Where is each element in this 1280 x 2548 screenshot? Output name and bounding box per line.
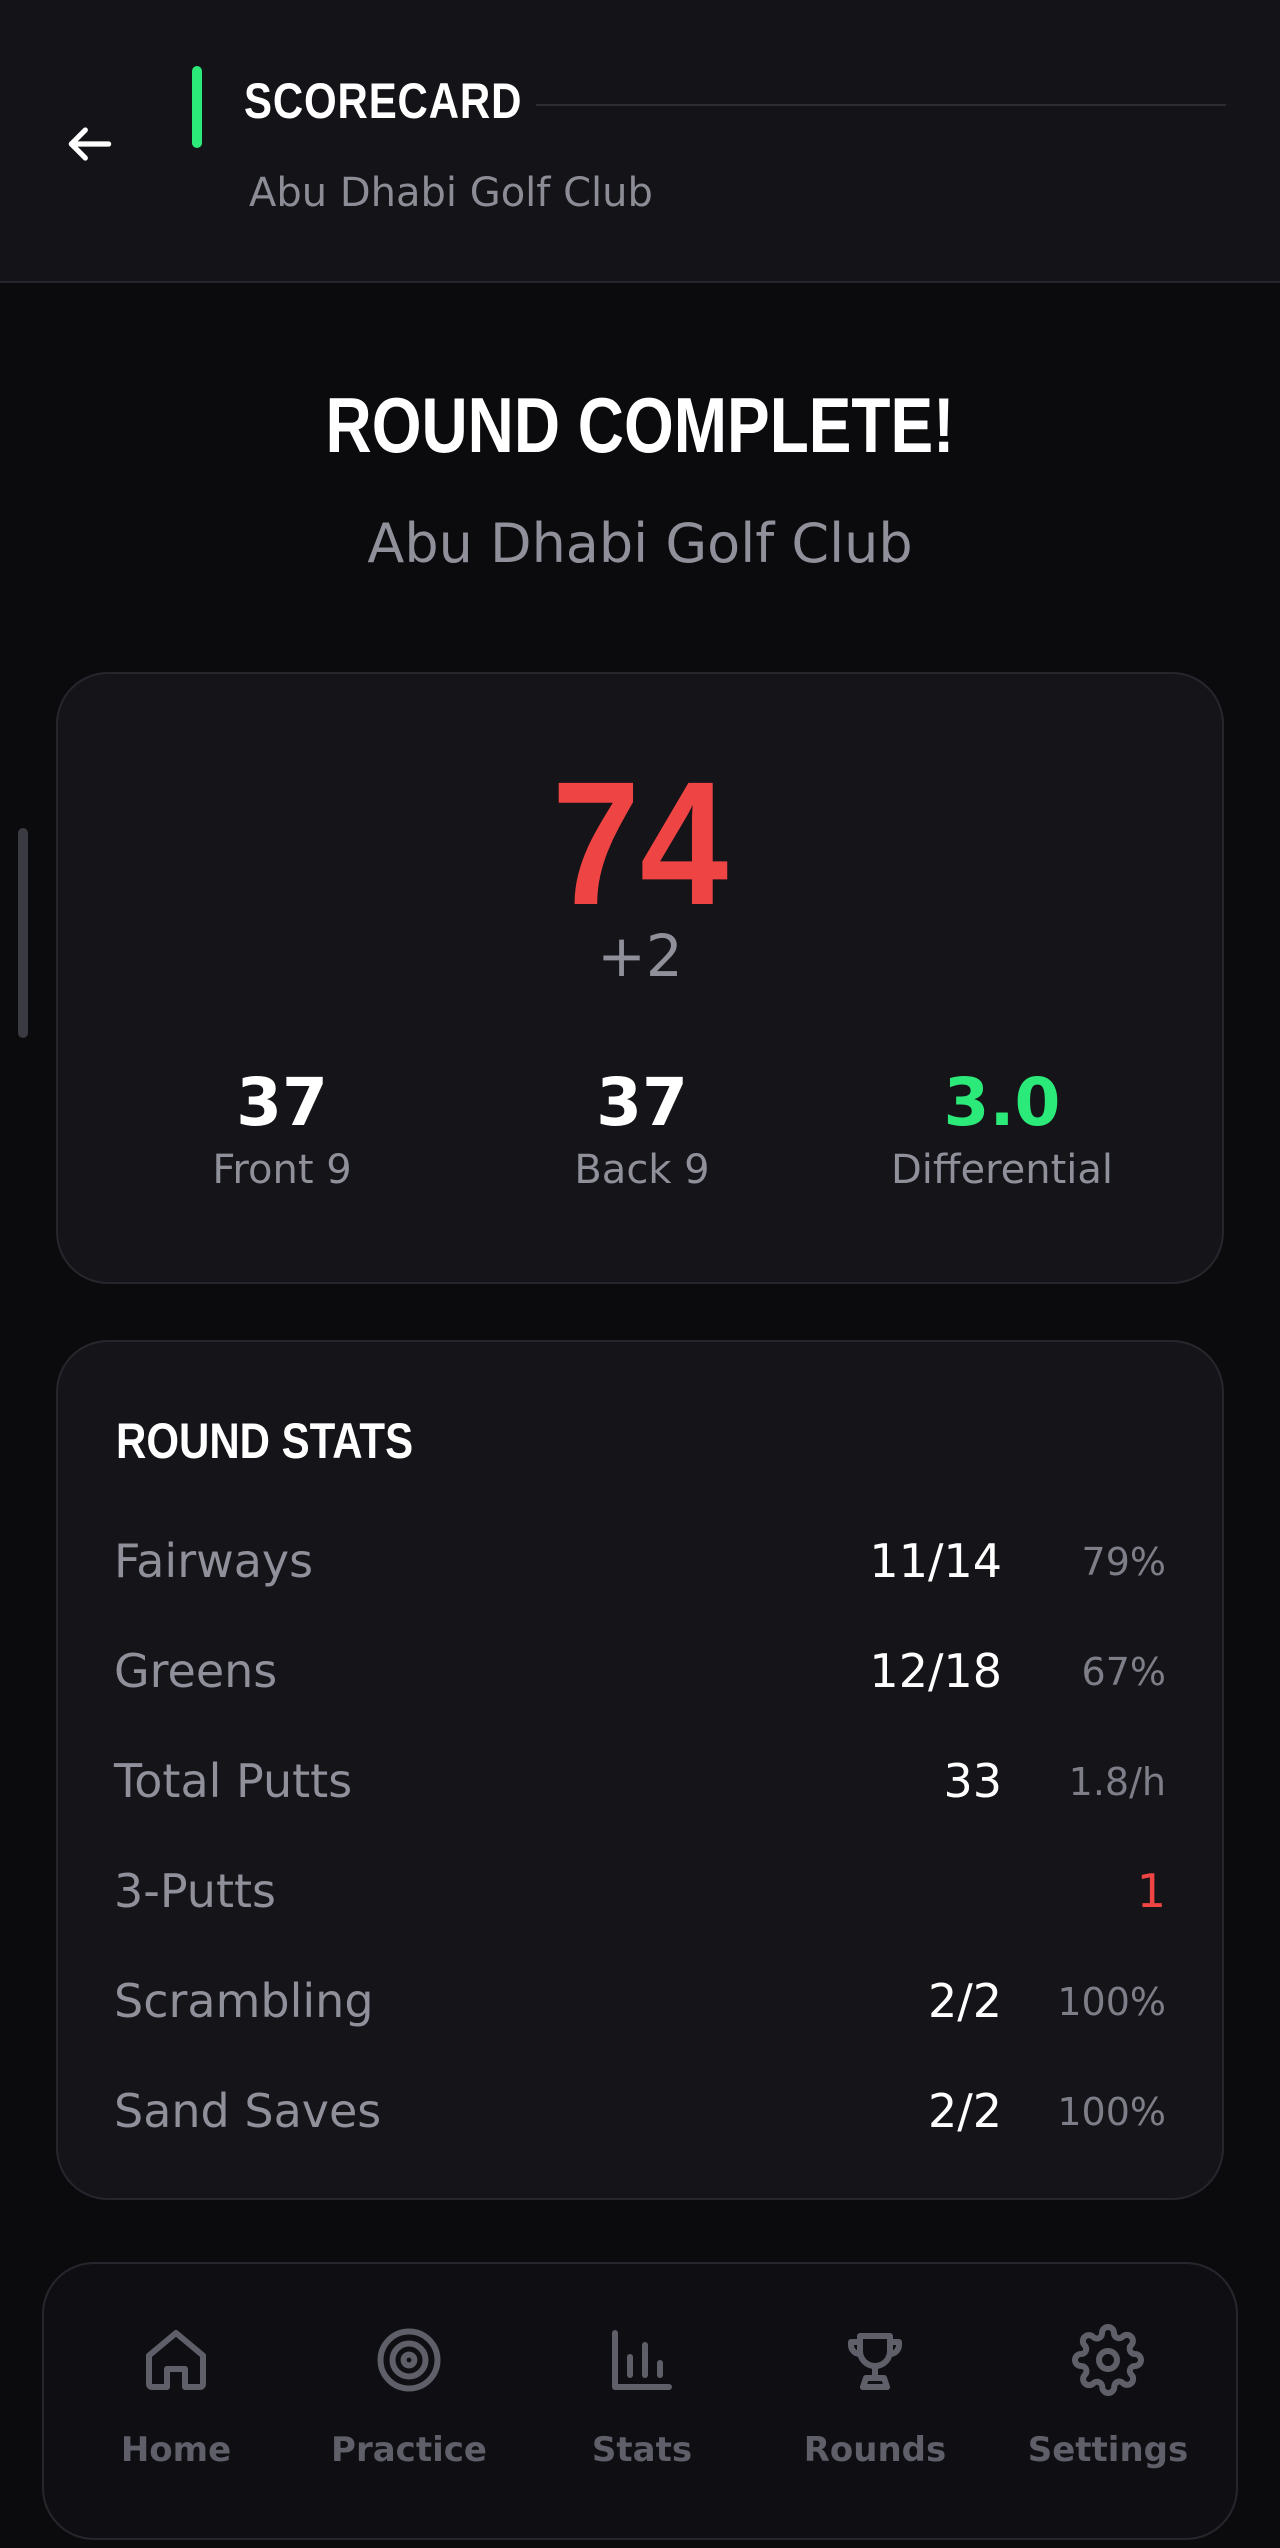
back-nine-value: 37 (596, 1064, 688, 1141)
page-title: SCORECARD (244, 73, 523, 129)
stat-row-total-putts: Total Putts 33 1.8/h (58, 1746, 1222, 1826)
front-nine-stat: 37 Front 9 (102, 1064, 462, 1193)
nav-item-rounds[interactable]: Rounds (765, 2324, 985, 2494)
nav-label-practice: Practice (331, 2430, 487, 2470)
score-to-par: +2 (597, 922, 683, 990)
stat-percentage: 79% (1081, 1540, 1166, 1584)
differential-stat: 3.0 Differential (822, 1064, 1182, 1193)
nav-label-settings: Settings (1027, 2430, 1189, 2470)
stat-per-hole: 1.8/h (1068, 1760, 1166, 1804)
back-nine-stat: 37 Back 9 (462, 1064, 822, 1193)
bottom-navigation: Home Practice Stats (42, 2262, 1238, 2540)
nav-item-home[interactable]: Home (66, 2324, 286, 2494)
stat-value: 2/2 (927, 1974, 1002, 2028)
nav-item-settings[interactable]: Settings (998, 2324, 1218, 2494)
stat-value: 33 (943, 1754, 1002, 1808)
back-button[interactable] (56, 110, 124, 178)
front-nine-value: 37 (236, 1064, 328, 1141)
gear-icon (1072, 2324, 1144, 2396)
header-course-name: Abu Dhabi Golf Club (249, 170, 653, 216)
stat-percentage: 100% (1057, 2090, 1166, 2134)
stat-label: Scrambling (114, 1974, 374, 2028)
stat-row-sand-saves: Sand Saves 2/2 100% (58, 2076, 1222, 2156)
stat-percentage: 100% (1057, 1980, 1166, 2024)
stat-row-fairways: Fairways 11/14 79% (58, 1526, 1222, 1606)
nav-item-practice[interactable]: Practice (299, 2324, 519, 2494)
stat-row-greens: Greens 12/18 67% (58, 1636, 1222, 1716)
back-nine-label: Back 9 (574, 1147, 710, 1193)
stat-row-three-putts: 3-Putts 1 (58, 1856, 1222, 1936)
target-icon (377, 2328, 441, 2392)
trophy-icon (848, 2333, 902, 2390)
arrow-left-icon (68, 127, 112, 161)
course-name: Abu Dhabi Golf Club (367, 512, 913, 575)
round-stats-card: ROUND STATS Fairways 11/14 79% Greens 12… (56, 1340, 1224, 2200)
stat-label: 3-Putts (114, 1864, 276, 1918)
nav-label-rounds: Rounds (803, 2430, 947, 2470)
stat-label: Fairways (114, 1534, 314, 1588)
front-nine-label: Front 9 (212, 1147, 352, 1193)
app-header: SCORECARD Abu Dhabi Golf Club (0, 0, 1280, 283)
total-score: 74 (551, 746, 729, 942)
home-icon (146, 2330, 206, 2390)
header-divider (536, 104, 1226, 106)
stat-percentage: 67% (1081, 1650, 1166, 1694)
round-stats-title: ROUND STATS (116, 1413, 414, 1469)
stat-row-scrambling: Scrambling 2/2 100% (58, 1966, 1222, 2046)
nav-label-stats: Stats (591, 2430, 693, 2470)
stat-label: Greens (114, 1644, 278, 1698)
round-complete-heading: ROUND COMPLETE! (325, 381, 955, 469)
stat-count: 1 (1136, 1864, 1166, 1918)
bar-chart-icon (612, 2330, 672, 2390)
stat-value: 2/2 (927, 2084, 1002, 2138)
stat-value: 12/18 (869, 1644, 1002, 1698)
scrollbar[interactable] (18, 828, 28, 1038)
differential-label: Differential (890, 1147, 1114, 1193)
header-accent-bar (192, 66, 202, 148)
stat-label: Total Putts (114, 1754, 353, 1808)
nav-label-home: Home (120, 2430, 232, 2470)
stat-value: 11/14 (869, 1534, 1002, 1588)
stat-label: Sand Saves (114, 2084, 382, 2138)
score-summary-card: 74 +2 37 Front 9 37 Back 9 3.0 Different… (56, 672, 1224, 1284)
differential-value: 3.0 (943, 1064, 1061, 1141)
nav-item-stats[interactable]: Stats (532, 2324, 752, 2494)
